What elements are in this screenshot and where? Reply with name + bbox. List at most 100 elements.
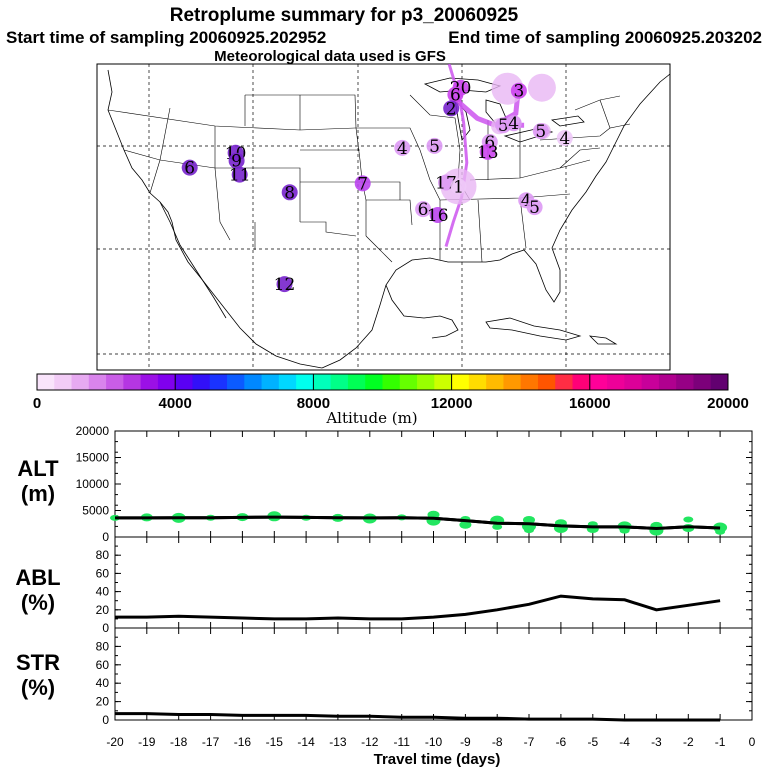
- panel-frame: [114, 536, 753, 629]
- x-tick-label: -10: [425, 735, 443, 749]
- colorbar-tick-label: 8000: [297, 395, 330, 412]
- plume-marker-dot: [526, 199, 543, 216]
- colorbar-swatch: [106, 374, 124, 390]
- plume-marker-dot: [479, 143, 496, 160]
- colorbar-swatch: [520, 374, 539, 390]
- plume-marker-1: 6: [447, 86, 464, 106]
- map-panel: 20623545461354109611781714561612: [96, 63, 671, 371]
- colorbar-swatch: [140, 374, 159, 390]
- y-tick-label: 10000: [76, 477, 110, 491]
- y-tick-label: 80: [96, 548, 110, 562]
- plume-marker-11: 4: [394, 139, 411, 159]
- y-tick-label: 40: [96, 585, 110, 599]
- particle-point: [683, 516, 694, 523]
- plume-marker-label: 16: [427, 206, 449, 226]
- particle-point: [524, 527, 534, 534]
- x-tick-label: -5: [587, 735, 598, 749]
- panel-2: 0 20 40 60 80: [96, 627, 753, 727]
- x-tick-label: -7: [524, 735, 535, 749]
- plume-marker-dot: [510, 82, 527, 99]
- plume-marker-dot: [443, 100, 460, 117]
- plume-path: [449, 93, 496, 128]
- plume-marker-22: 6: [415, 200, 432, 220]
- y-tick-label: 0: [102, 621, 109, 635]
- plume-marker-label: 4: [559, 129, 570, 149]
- x-tick-label: -14: [297, 735, 315, 749]
- x-tick-label: -11: [393, 735, 410, 749]
- colorbar-swatch: [192, 374, 211, 390]
- x-tick-label: -4: [619, 735, 630, 749]
- alt-panel-units: (m): [21, 481, 55, 506]
- x-tick-label: -9: [460, 735, 471, 749]
- plume-marker-dot: [426, 137, 443, 154]
- colorbar-swatch: [486, 374, 504, 390]
- colorbar-swatch: [434, 374, 453, 390]
- x-tick-label: -15: [266, 735, 284, 749]
- x-tick-label: 0: [749, 735, 756, 749]
- plume-marker-9: 13: [477, 143, 499, 163]
- plume-marker-21: 5: [526, 198, 543, 218]
- series-line: [115, 594, 721, 621]
- time-series-panels: 0 5000 10000 15000 20000 0 20 40 60 80 0 20 40 60 80 -2…: [76, 424, 756, 749]
- colorbar-swatch: [572, 374, 591, 390]
- plume-marker-dot: [505, 115, 522, 132]
- map-coastline: [107, 69, 670, 369]
- plume-marker-dot: [532, 123, 549, 140]
- colorbar-swatch: [296, 374, 314, 390]
- plume-marker-label: 9: [231, 152, 242, 172]
- plume-marker-14: 6: [181, 159, 198, 179]
- plume-marker-label: 6: [184, 159, 195, 179]
- y-tick-label: 60: [96, 566, 110, 580]
- y-tick-label: 60: [96, 658, 110, 672]
- plume-marker-dot: [228, 152, 245, 169]
- end-time-label: End time of sampling 20060925.203202: [448, 28, 762, 47]
- colorbar-swatch: [693, 374, 712, 390]
- plume-marker-dot: [447, 86, 464, 103]
- colorbar-swatch: [503, 374, 522, 390]
- met-data-label: Meteorological data used is GFS: [214, 48, 446, 65]
- x-tick-label: -2: [683, 735, 694, 749]
- plume-marker-dot: [450, 178, 467, 195]
- colorbar-tick-label: 4000: [159, 395, 192, 412]
- plume-marker-label: 8: [284, 183, 295, 203]
- colorbar-swatch: [710, 374, 729, 390]
- plume-marker-23: 16: [427, 206, 449, 226]
- x-tick-label: -19: [138, 735, 156, 749]
- abl-panel-units: (%): [21, 590, 55, 615]
- plume-marker-17: 8: [281, 183, 298, 203]
- plume-marker-dot: [354, 175, 371, 192]
- colorbar-swatch: [399, 374, 418, 390]
- colorbar-swatch: [37, 374, 55, 390]
- colorbar-swatch: [71, 374, 90, 390]
- plume-marker-label: 5: [535, 122, 546, 142]
- plume-marker-dot: [394, 139, 411, 156]
- plume-marker-dot: [281, 184, 298, 201]
- colorbar-swatch: [227, 374, 245, 390]
- plume-marker-15: 11: [229, 166, 251, 186]
- plume-blob: [527, 73, 556, 102]
- plume-marker-label: 13: [477, 143, 499, 163]
- x-tick-label: -16: [234, 735, 252, 749]
- plume-marker-label: 1: [453, 177, 464, 197]
- y-tick-label: 5000: [82, 504, 109, 518]
- plume-marker-label: 5: [498, 116, 509, 136]
- x-tick-label: -12: [361, 735, 379, 749]
- x-tick-label: -8: [492, 735, 503, 749]
- colorbar-swatch: [624, 374, 643, 390]
- colorbar-tick-label: 20000: [707, 395, 749, 412]
- plume-marker-label: 6: [450, 86, 461, 106]
- plume-marker-7: 4: [556, 129, 573, 149]
- plume-marker-dot: [276, 276, 293, 293]
- plume-marker-label: 12: [274, 275, 296, 295]
- colorbar-swatch: [658, 374, 677, 390]
- colorbar-swatch: [555, 374, 574, 390]
- x-tick-label: -18: [170, 735, 188, 749]
- y-tick-label: 20: [96, 603, 110, 617]
- plume-marker-label: 6: [418, 200, 429, 220]
- plume-marker-dot: [556, 130, 573, 146]
- particle-point: [492, 523, 503, 530]
- altitude-colorbar: 0 4000 8000 12000 16000 20000: [33, 373, 749, 412]
- colorbar-swatch: [468, 374, 487, 390]
- plume-marker-19: 1: [450, 177, 467, 197]
- plume-marker-label: 6: [484, 133, 495, 153]
